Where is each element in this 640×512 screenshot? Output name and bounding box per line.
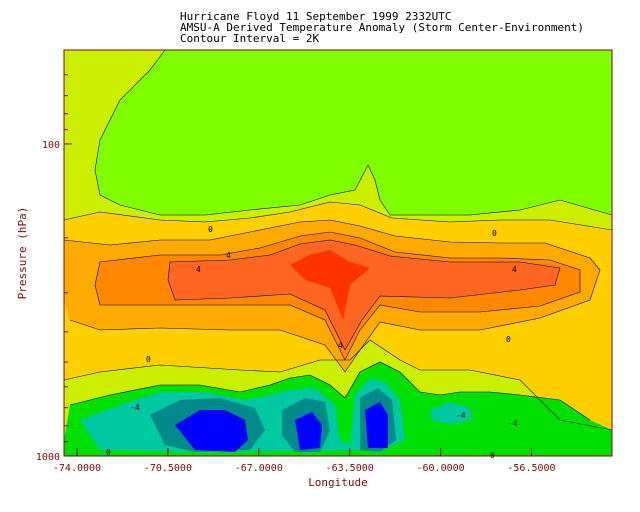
x-tick-label: -63.5000 (326, 463, 374, 474)
y-axis-title: Pressure (hPa) (16, 207, 29, 300)
x-tick-label: -60.0000 (417, 463, 465, 474)
contour-lines (63, 49, 613, 431)
contour-label: 0 (208, 225, 213, 234)
contour-label: 0 (146, 355, 151, 364)
contour-fill-level-6 (290, 250, 370, 320)
contour-line (94, 49, 613, 216)
contour-line (69, 361, 591, 421)
contour-label: 4 (512, 265, 517, 274)
contour-label: 0 (106, 448, 111, 457)
contour-label: 4 (226, 251, 231, 260)
axis-ticks: -74.0000 -70.5000 -67.0000 -63.5000 -60.0000… (36, 74, 556, 474)
contour-label: 0 (492, 229, 497, 238)
contour-line (167, 239, 561, 351)
plot-area: 0 0 0 0 0 0 4 4 4 4 -4 -4 -4 (63, 49, 613, 460)
x-tick-label: -56.5000 (507, 463, 555, 474)
contour-fill-level-m6 (175, 402, 388, 452)
contour-fill-m1-right-1 (430, 402, 472, 424)
contour-fill-level-5 (168, 240, 560, 350)
contour-label: -4 (456, 411, 466, 420)
contour-label: -4 (130, 403, 140, 412)
contour-label: 0 (506, 335, 511, 344)
contour-line (63, 201, 613, 231)
contour-label: 4 (196, 265, 201, 274)
y-tick-label: 1000 (36, 452, 60, 463)
plot-frame (63, 49, 613, 457)
contour-label: 4 (338, 341, 343, 350)
contour-fill-m1-right-2 (490, 400, 545, 422)
x-tick-label: -67.0000 (235, 463, 283, 474)
y-tick-label: 100 (42, 140, 60, 151)
x-tick-label: -74.0000 (53, 463, 101, 474)
contour-fill-level-0 (64, 50, 612, 215)
contour-line (63, 219, 601, 373)
chart-title-line-2: AMSU-A Derived Temperature Anomaly (Stor… (180, 21, 584, 34)
contour-label: -4 (508, 419, 518, 428)
x-axis-title: Longitude (308, 476, 368, 489)
chart-title-line-1: Hurricane Floyd 11 September 1999 2332UT… (180, 10, 452, 23)
x-tick-label: -70.5000 (144, 463, 192, 474)
contour-line (94, 231, 581, 361)
chart-title-line-3: Contour Interval = 2K (180, 32, 319, 45)
contour-line (63, 339, 613, 431)
